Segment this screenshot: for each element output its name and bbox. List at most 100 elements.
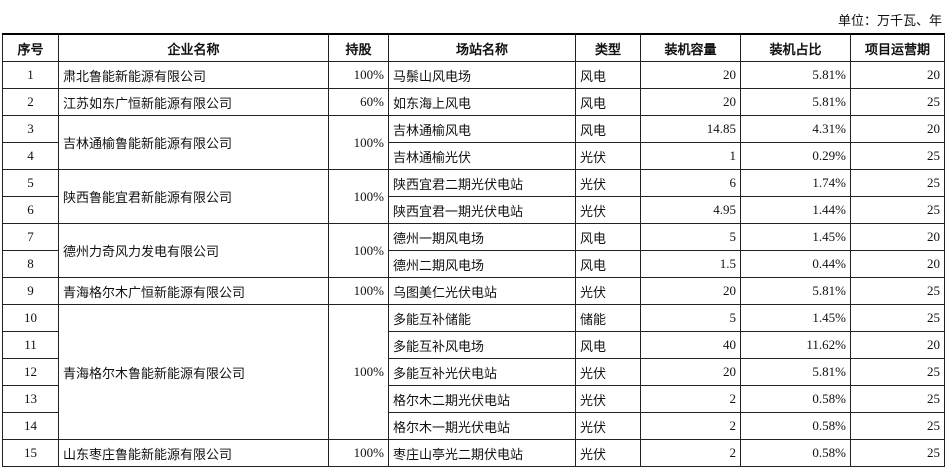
capacity: 20 (640, 61, 741, 89)
capacity: 2 (640, 385, 741, 413)
shareholding: 60% (328, 88, 389, 116)
header-type: 类型 (575, 33, 641, 62)
operation-period: 25 (850, 412, 945, 440)
station-name: 多能互补储能 (388, 304, 576, 332)
row-number: 5 (2, 169, 59, 197)
capacity: 5 (640, 223, 741, 251)
station-type: 风电 (575, 88, 641, 116)
operation-period: 25 (850, 88, 945, 116)
shareholding: 100% (328, 223, 389, 278)
operation-period: 20 (850, 115, 945, 143)
capacity-ratio: 1.44% (740, 196, 851, 224)
company-name: 肃北鲁能新能源有限公司 (58, 61, 329, 89)
capacity-ratio: 5.81% (740, 88, 851, 116)
capacity: 5 (640, 304, 741, 332)
row-number: 8 (2, 250, 59, 278)
station-name: 多能互补光伏电站 (388, 358, 576, 386)
table-row: 13 格尔木二期光伏电站 光伏 2 0.58% 25 (2, 385, 945, 413)
station-name: 陕西宜君一期光伏电站 (388, 196, 576, 224)
header-capacity: 装机容量 (640, 33, 741, 62)
company-name: 吉林通榆鲁能新能源有限公司 (58, 115, 329, 170)
shareholding: 100% (328, 304, 389, 440)
header-no: 序号 (2, 33, 59, 62)
capacity-ratio: 5.81% (740, 61, 851, 89)
row-number: 2 (2, 88, 59, 116)
table-row: 11 多能互补风电场 风电 40 11.62% 20 (2, 331, 945, 359)
capacity: 1.5 (640, 250, 741, 278)
header-row: 序号 企业名称 持股 场站名称 类型 装机容量 装机占比 项目运营期 (2, 33, 945, 62)
operation-period: 25 (850, 385, 945, 413)
header-period: 项目运营期 (850, 33, 945, 62)
shareholding: 100% (328, 169, 389, 224)
shareholding: 100% (328, 277, 389, 305)
capacity-ratio: 1.45% (740, 304, 851, 332)
station-type: 光伏 (575, 277, 641, 305)
capacity-ratio: 5.81% (740, 358, 851, 386)
station-type: 光伏 (575, 196, 641, 224)
operation-period: 25 (850, 277, 945, 305)
station-name: 乌图美仁光伏电站 (388, 277, 576, 305)
operation-period: 25 (850, 196, 945, 224)
company-name: 江苏如东广恒新能源有限公司 (58, 88, 329, 116)
table-row: 2 江苏如东广恒新能源有限公司 60% 如东海上风电 风电 20 5.81% 25 (2, 88, 945, 116)
unit-label: 单位：万千瓦、年 (837, 13, 942, 28)
row-number: 6 (2, 196, 59, 224)
table-row: 10 青海格尔木鲁能新能源有限公司 100% 多能互补储能 储能 5 1.45% 25 (2, 304, 945, 440)
station-type: 风电 (575, 61, 641, 89)
table-row: 4 吉林通榆光伏 光伏 1 0.29% 25 (2, 142, 945, 170)
table-body: 1 肃北鲁能新能源有限公司 100% 马鬃山风电场 风电 20 5.81% 20 2 江苏如东广恒… (2, 61, 945, 467)
operation-period: 20 (850, 331, 945, 359)
company-name: 山东枣庄鲁能新能源有限公司 (58, 439, 329, 467)
station-name: 德州一期风电场 (388, 223, 576, 251)
capacity: 2 (640, 439, 741, 467)
station-type: 光伏 (575, 385, 641, 413)
shareholding: 100% (328, 115, 389, 170)
station-name: 吉林通榆风电 (388, 115, 576, 143)
station-type: 光伏 (575, 169, 641, 197)
capacity-ratio: 11.62% (740, 331, 851, 359)
station-name: 多能互补风电场 (388, 331, 576, 359)
station-type: 风电 (575, 331, 641, 359)
station-name: 如东海上风电 (388, 88, 576, 116)
row-number: 14 (2, 412, 59, 440)
station-name: 德州二期风电场 (388, 250, 576, 278)
table-row: 1 肃北鲁能新能源有限公司 100% 马鬃山风电场 风电 20 5.81% 20 (2, 61, 945, 89)
row-number: 15 (2, 439, 59, 467)
station-type: 风电 (575, 223, 641, 251)
capacity-ratio: 0.29% (740, 142, 851, 170)
capacity-ratio: 5.81% (740, 277, 851, 305)
station-type: 光伏 (575, 439, 641, 467)
station-table: 序号 企业名称 持股 场站名称 类型 装机容量 装机占比 项目运营期 1 肃北鲁能… (2, 33, 945, 467)
capacity-ratio: 1.45% (740, 223, 851, 251)
shareholding: 100% (328, 61, 389, 89)
station-type: 光伏 (575, 412, 641, 440)
station-type: 储能 (575, 304, 641, 332)
operation-period: 25 (850, 439, 945, 467)
station-name: 格尔木二期光伏电站 (388, 385, 576, 413)
capacity: 6 (640, 169, 741, 197)
company-name: 青海格尔木鲁能新能源有限公司 (58, 304, 329, 440)
capacity-ratio: 1.74% (740, 169, 851, 197)
station-name: 吉林通榆光伏 (388, 142, 576, 170)
table-row: 8 德州二期风电场 风电 1.5 0.44% 20 (2, 250, 945, 278)
capacity-ratio: 0.58% (740, 439, 851, 467)
row-number: 7 (2, 223, 59, 251)
operation-period: 25 (850, 142, 945, 170)
capacity: 4.95 (640, 196, 741, 224)
table-row: 5 陕西鲁能宜君新能源有限公司 100% 陕西宜君二期光伏电站 光伏 6 1.74% 25 (2, 169, 945, 224)
operation-period: 25 (850, 358, 945, 386)
company-name: 陕西鲁能宜君新能源有限公司 (58, 169, 329, 224)
table-row: 3 吉林通榆鲁能新能源有限公司 100% 吉林通榆风电 风电 14.85 4.31% 20 (2, 115, 945, 170)
shareholding: 100% (328, 439, 389, 467)
table-row: 14 格尔木一期光伏电站 光伏 2 0.58% 25 (2, 412, 945, 440)
operation-period: 20 (850, 61, 945, 89)
row-number: 9 (2, 277, 59, 305)
row-number: 12 (2, 358, 59, 386)
company-name: 青海格尔木广恒新能源有限公司 (58, 277, 329, 305)
capacity: 20 (640, 358, 741, 386)
capacity: 1 (640, 142, 741, 170)
row-number: 1 (2, 61, 59, 89)
capacity: 20 (640, 88, 741, 116)
table-row: 7 德州力奇风力发电有限公司 100% 德州一期风电场 风电 5 1.45% 20 (2, 223, 945, 278)
capacity: 2 (640, 412, 741, 440)
